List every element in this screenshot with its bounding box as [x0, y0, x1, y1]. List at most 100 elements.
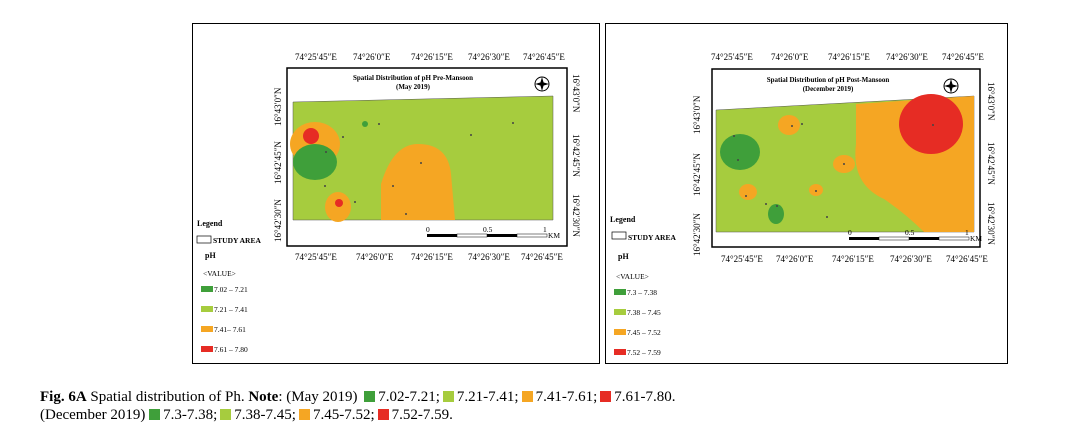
legend-swatch: [614, 329, 626, 335]
zone-orange: [325, 192, 351, 222]
legend-study-area: STUDY AREA: [628, 233, 676, 242]
pre-monsoon-map: 74°25′45″E 74°26′0″E 74°26′15″E 74°26′30…: [196, 52, 581, 354]
top-tick: 74°26′45″E: [942, 52, 984, 62]
left-tick: 16°42′45″N: [273, 141, 283, 184]
post-monsoon-map: 74°25′45″E 74°26′0″E 74°26′15″E 74°26′30…: [610, 52, 996, 357]
top-tick: 74°26′30″E: [886, 52, 928, 62]
legend-class-label: 7.45 – 7.52: [627, 328, 661, 337]
bottom-tick: 74°26′30″E: [468, 252, 510, 262]
caption-text: Spatial distribution of Ph.: [86, 389, 249, 405]
left-tick: 16°43′0″N: [692, 95, 702, 134]
swatch-dark-green: [364, 391, 376, 402]
scale-bar: [427, 233, 548, 238]
zone-red: [335, 199, 343, 207]
legend-class-label: 7.61 – 7.80: [214, 345, 248, 354]
zone-dark-green: [720, 134, 760, 170]
sample-points: [324, 122, 514, 215]
scale-unit: KM: [548, 231, 560, 240]
study-area-swatch: [611, 231, 627, 240]
scale-label: 0.5: [905, 228, 915, 237]
north-arrow-icon: [534, 76, 550, 92]
caption-item: 7.3-7.38;: [163, 407, 218, 423]
bottom-tick: 74°26′15″E: [411, 252, 453, 262]
legend-class-label: 7.3 – 7.38: [627, 288, 657, 297]
top-tick: 74°26′0″E: [771, 52, 809, 62]
note-label: Note: [248, 389, 279, 405]
legend-swatch: [201, 326, 213, 332]
right-tick: 16°43′0″N: [571, 74, 581, 113]
scale-unit: KM: [970, 234, 982, 243]
bottom-tick: 74°25′45″E: [721, 254, 763, 264]
legend-title: Legend: [610, 215, 636, 224]
legend-variable: pH: [618, 252, 629, 261]
caption-line-1: Fig. 6A Spatial distribution of Ph. Note…: [40, 388, 1040, 406]
caption-item: 7.45-7.52;: [312, 407, 375, 423]
legend-class-label: 7.41– 7.61: [214, 325, 246, 334]
top-tick: 74°26′30″E: [468, 52, 510, 62]
caption-item: 7.61-7.80.: [614, 389, 676, 405]
right-tick: 16°42′45″N: [571, 134, 581, 177]
scale-label: 0.5: [483, 225, 493, 234]
figure-label: Fig. 6A: [40, 389, 87, 405]
legend-class-label: 7.02 – 7.21: [214, 285, 248, 294]
legend-swatch: [614, 289, 626, 295]
legend-title: Legend: [197, 219, 223, 228]
bottom-tick: 74°26′0″E: [776, 254, 814, 264]
top-tick: 74°26′15″E: [828, 52, 870, 62]
zone-red: [899, 94, 963, 154]
right-tick: 16°42′30″N: [571, 194, 581, 237]
legend-value-label: <VALUE>: [616, 272, 649, 281]
swatch-dark-green: [149, 409, 161, 420]
right-tick: 16°43′0″N: [986, 82, 996, 121]
left-tick: 16°42′30″N: [273, 199, 283, 242]
caption-item: 7.21-7.41;: [456, 389, 519, 405]
legend-swatch: [201, 286, 213, 292]
legend-class-label: 7.38 – 7.45: [627, 308, 661, 317]
scale-label: 1: [965, 228, 969, 237]
scale-bar: [849, 236, 970, 241]
bottom-tick: 74°26′15″E: [832, 254, 874, 264]
study-area-swatch: [196, 235, 212, 244]
legend-class-label: 7.21 – 7.41: [214, 305, 248, 314]
north-arrow-icon: [943, 78, 959, 94]
zone-orange: [778, 115, 800, 135]
top-tick: 74°25′45″E: [295, 52, 337, 62]
top-tick: 74°26′45″E: [523, 52, 565, 62]
zone-red: [303, 128, 319, 144]
right-tick: 16°42′45″N: [986, 142, 996, 185]
zone-orange: [739, 184, 757, 200]
top-tick: 74°26′0″E: [353, 52, 391, 62]
map-title: Spatial Distribution of pH Post-Mansoon: [767, 76, 890, 84]
bottom-tick: 74°26′30″E: [890, 254, 932, 264]
zone-orange: [381, 144, 455, 220]
top-tick: 74°26′15″E: [411, 52, 453, 62]
right-tick: 16°42′30″N: [986, 202, 996, 245]
swatch-red: [377, 409, 389, 420]
legend-swatch: [614, 349, 626, 355]
swatch-orange: [521, 391, 533, 402]
post-monsoon-map-panel: 74°25′45″E 74°26′0″E 74°26′15″E 74°26′30…: [605, 23, 1008, 364]
legend-value-label: <VALUE>: [203, 269, 236, 278]
swatch-light-green: [442, 391, 454, 402]
legend-study-area: STUDY AREA: [213, 236, 261, 245]
caption-prefix: : (May 2019): [278, 389, 362, 405]
bottom-tick: 74°26′45″E: [946, 254, 988, 264]
map-subtitle: (May 2019): [396, 83, 431, 91]
legend-swatch: [201, 306, 213, 312]
legend-class-label: 7.52 – 7.59: [627, 348, 661, 357]
caption-item: 7.52-7.59.: [391, 407, 453, 423]
legend-swatch: [614, 309, 626, 315]
zone-dark-green: [293, 144, 337, 180]
figure-caption: Fig. 6A Spatial distribution of Ph. Note…: [40, 388, 1040, 424]
caption-item: 7.02-7.21;: [378, 389, 440, 405]
left-tick: 16°42′30″N: [692, 213, 702, 256]
swatch-light-green: [220, 409, 232, 420]
zone-dark-green: [768, 204, 784, 224]
swatch-orange: [298, 409, 310, 420]
caption-item: 7.38-7.45;: [234, 407, 296, 423]
bottom-tick: 74°26′0″E: [356, 252, 394, 262]
zone-dark-green: [362, 121, 368, 127]
legend-variable: pH: [205, 251, 216, 260]
map-title: Spatial Distribution of pH Pre-Mansoon: [353, 74, 473, 82]
sample-points: [733, 123, 934, 218]
